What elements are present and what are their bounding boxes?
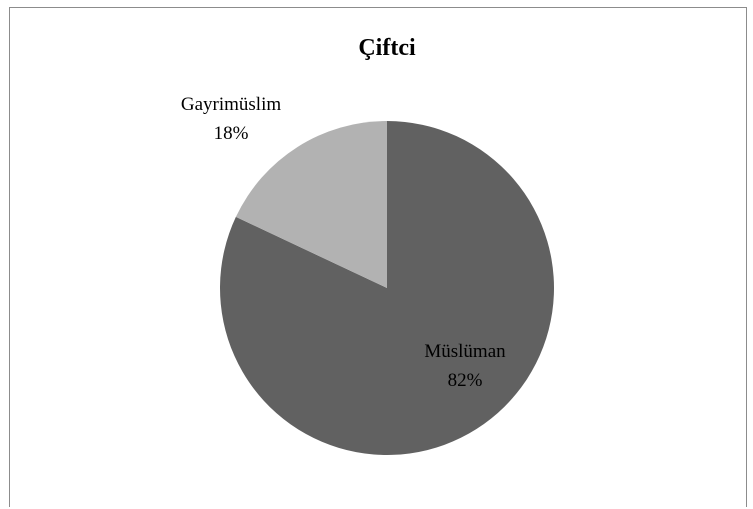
slice-percent-muslim: 82% (448, 370, 483, 391)
pie-slices (219, 121, 554, 456)
pie-slice-muslim (219, 121, 554, 456)
chart-title: Çiftci (358, 35, 416, 61)
slice-label-muslim: Müslüman (424, 341, 506, 362)
pie-slice-non-muslim (235, 121, 387, 288)
slice-label-non-muslim: Gayrimüslim (181, 94, 281, 115)
slice-percent-non-muslim: 18% (214, 123, 249, 144)
